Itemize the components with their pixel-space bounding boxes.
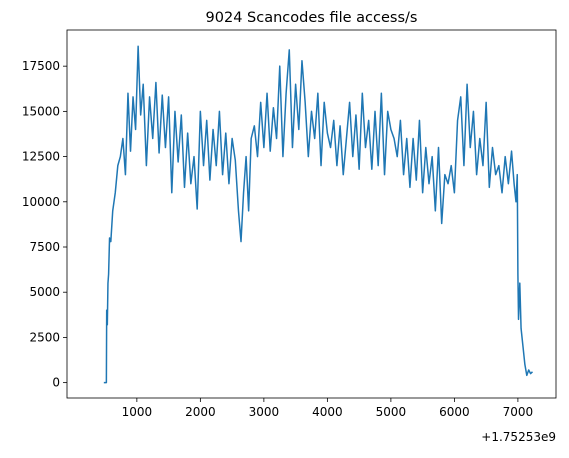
y-tick-label: 0: [52, 376, 60, 390]
x-tick-label: 7000: [503, 405, 534, 419]
y-tick-label: 5000: [29, 285, 60, 299]
axes-frame: [66, 29, 557, 399]
chart-title: 9024 Scancodes file access/s: [206, 10, 418, 26]
series-line-1: [103, 45, 534, 384]
plot-area: [103, 45, 534, 384]
x-axis-offset-label: +1.75253e9: [481, 430, 556, 444]
x-tick-label: 5000: [376, 405, 407, 419]
axes: 1000 2000 3000 4000 5000 6000 7000 0 2500 5000 750…: [22, 29, 557, 419]
x-tick-label: 3000: [249, 405, 280, 419]
y-tick-label: 15000: [22, 104, 60, 118]
x-tick-label: 6000: [439, 405, 470, 419]
y-tick-label: 7500: [29, 240, 60, 254]
x-tick-label: 1000: [122, 405, 153, 419]
y-tick-label: 10000: [22, 195, 60, 209]
y-tick-label: 17500: [22, 59, 60, 73]
y-tick-label: 12500: [22, 150, 60, 164]
x-tick-label: 4000: [312, 405, 343, 419]
x-tick-label: 2000: [185, 405, 216, 419]
y-tick-label: 2500: [29, 330, 60, 344]
